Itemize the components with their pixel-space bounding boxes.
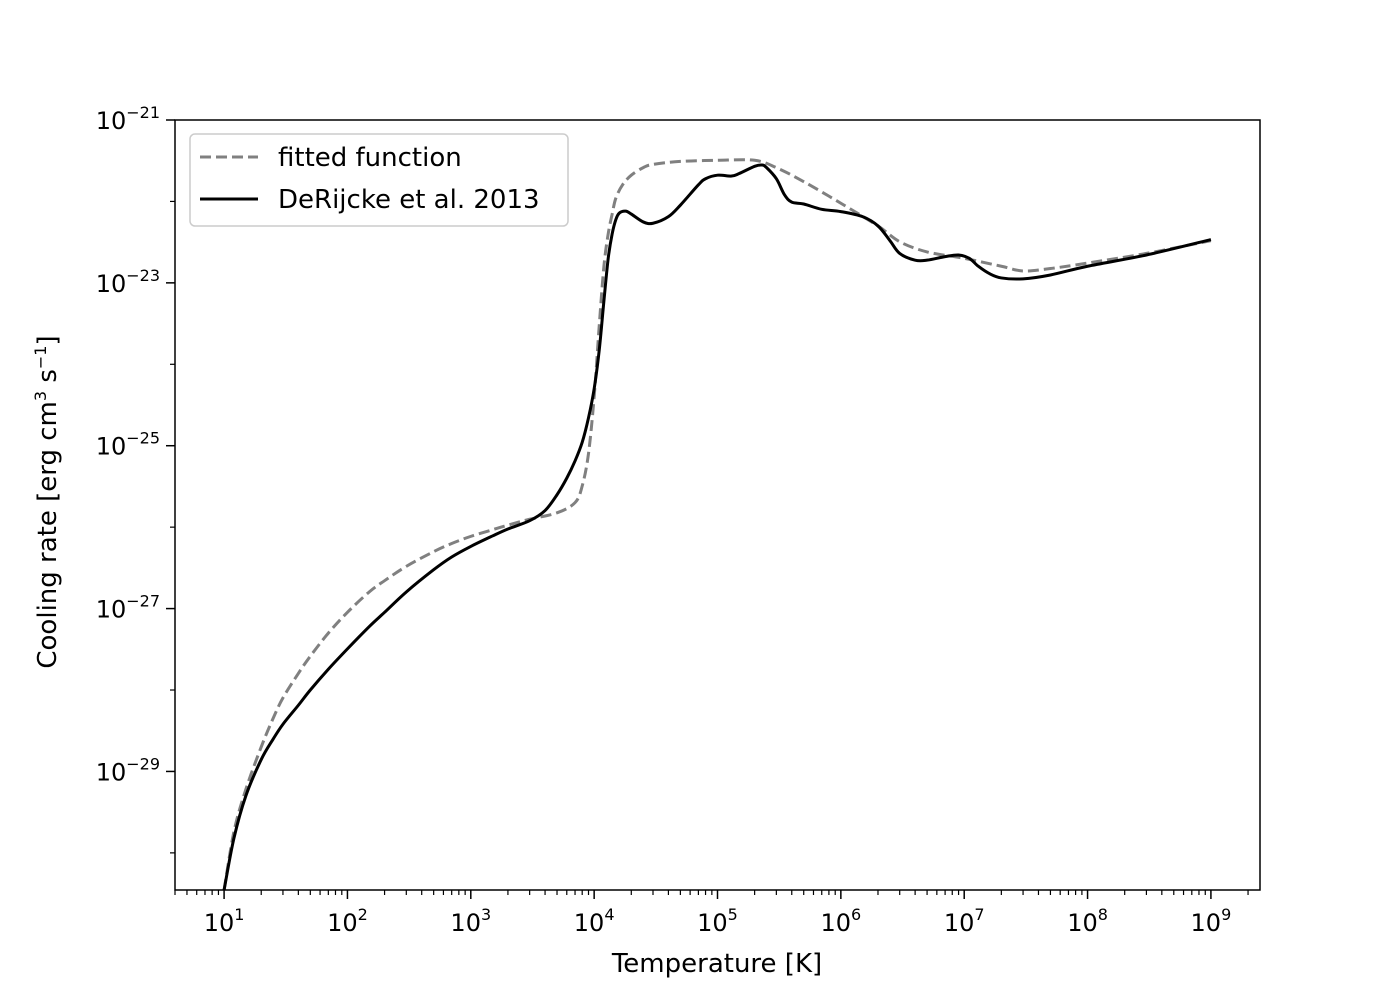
x-tick-exponent: 8 [1098,905,1108,924]
x-tick-label: 109 [1191,905,1232,937]
y-tick-base: 10 [96,107,127,135]
y-tick-label: 10−23 [96,266,160,298]
x-tick-base: 10 [450,909,481,937]
axis-ticks: 101 102 103 104 105 106 107 108 10910−2910−2710−… [96,103,1249,937]
series-line-fitted-function [222,158,1212,891]
series-line-derijcke [222,163,1212,891]
y-tick-base: 10 [96,270,127,298]
y-tick-exponent: −25 [126,429,160,448]
x-tick-label: 102 [327,905,368,937]
x-tick-exponent: 7 [974,905,984,924]
x-tick-label: 108 [1067,905,1108,937]
y-tick-label: 10−21 [96,103,160,135]
x-tick-base: 10 [1067,909,1098,937]
x-tick-label: 105 [697,905,738,937]
y-tick-label: 10−29 [96,754,160,786]
legend-label-fitted-function: fitted function [278,143,462,173]
x-tick-exponent: 4 [604,905,614,924]
y-tick-exponent: −29 [126,754,160,773]
y-axis-label-part: Cooling rate [erg cm [33,401,63,669]
y-axis-label-sup: −1 [31,346,50,370]
x-tick-base: 10 [327,909,358,937]
series-layer [222,158,1212,891]
x-tick-exponent: 5 [728,905,738,924]
x-tick-label: 103 [450,905,491,937]
x-tick-exponent: 6 [851,905,861,924]
x-tick-label: 106 [820,905,861,937]
x-tick-label: 101 [204,905,245,937]
y-axis-label-part: s [33,369,63,391]
x-tick-base: 10 [697,909,728,937]
y-axis-label-sup: 3 [31,391,50,401]
y-axis-label: Cooling rate [erg cm3 s−1] [31,335,63,668]
x-tick-base: 10 [820,909,851,937]
x-tick-label: 107 [944,905,985,937]
plot-area-frame [174,119,1261,891]
y-tick-exponent: −23 [126,266,160,285]
legend: fitted function DeRijcke et al. 2013 [189,133,569,227]
y-axis-label-part: ] [33,335,63,345]
x-tick-exponent: 9 [1221,905,1231,924]
y-tick-base: 10 [96,596,127,624]
x-tick-base: 10 [944,909,975,937]
x-tick-exponent: 3 [481,905,491,924]
x-axis-label: Temperature [K] [611,949,822,979]
y-tick-label: 10−27 [96,592,160,624]
x-tick-exponent: 2 [358,905,368,924]
x-tick-base: 10 [204,909,235,937]
legend-box [189,133,569,227]
y-tick-exponent: −21 [126,103,160,122]
y-tick-base: 10 [96,758,127,786]
y-tick-label: 10−25 [96,429,160,461]
y-tick-base: 10 [96,433,127,461]
x-tick-label: 104 [574,905,615,937]
x-tick-base: 10 [574,909,605,937]
x-tick-base: 10 [1191,909,1222,937]
x-tick-exponent: 1 [234,905,244,924]
legend-label-derijcke: DeRijcke et al. 2013 [278,185,540,215]
y-tick-exponent: −27 [126,592,160,611]
